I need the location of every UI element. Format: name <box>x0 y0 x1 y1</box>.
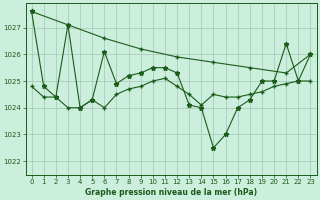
X-axis label: Graphe pression niveau de la mer (hPa): Graphe pression niveau de la mer (hPa) <box>85 188 257 197</box>
